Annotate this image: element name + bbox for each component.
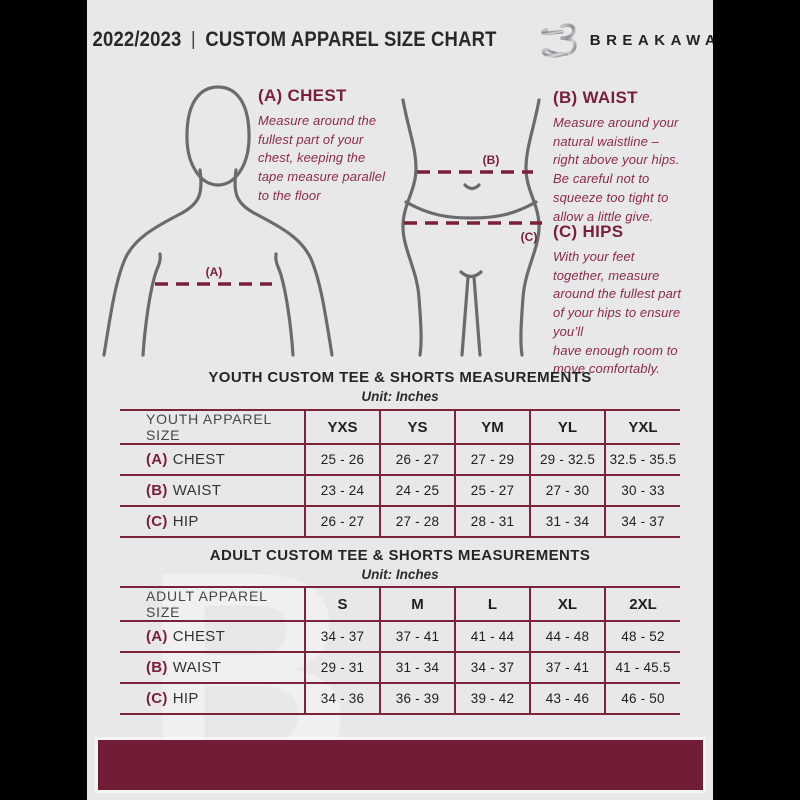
youth-table-title: YOUTH CUSTOM TEE & SHORTS MEASUREMENTS	[208, 369, 592, 386]
cell: 31 - 34	[529, 506, 605, 538]
cell: 31 - 34	[379, 652, 455, 684]
row-name: CHEST	[172, 451, 226, 468]
youth-waist-label: (B) WAIST	[120, 475, 305, 507]
adult-size-column-header: ADULT APPAREL SIZE	[120, 586, 305, 622]
adult-size-table: ADULT APPAREL SIZE S M L XL 2XL (A) CHEST…	[120, 586, 680, 715]
cell: 26 - 27	[379, 444, 455, 476]
brand-lockup: BREAKAWAY	[537, 18, 713, 62]
cell: 28 - 31	[454, 506, 530, 538]
waist-marker-label: (B)	[483, 153, 500, 167]
row-name: WAIST	[172, 659, 222, 676]
chart-title: CUSTOM APPAREL SIZE CHART	[204, 28, 497, 51]
youth-chest-label: (A) CHEST	[120, 444, 305, 476]
cell: 34 - 37	[604, 506, 680, 538]
row-marker: (B)	[146, 659, 168, 676]
table-row: (A) CHEST 34 - 37 37 - 41 41 - 44 44 - 48…	[120, 621, 680, 653]
cell: 39 - 42	[454, 683, 530, 715]
row-marker: (C)	[146, 690, 168, 707]
hips-marker-label: (C)	[521, 230, 538, 244]
adult-waist-label: (B) WAIST	[120, 652, 305, 684]
youth-table-unit: Unit: Inches	[361, 389, 439, 404]
waist-instruction-text: Measure around your natural waistline – …	[553, 115, 680, 224]
cell: 34 - 37	[304, 621, 380, 653]
chest-marker-label: (A)	[206, 265, 223, 279]
cell: 29 - 32.5	[529, 444, 605, 476]
adult-col-l: L	[454, 586, 530, 622]
adult-header-row: ADULT APPAREL SIZE S M L XL 2XL	[120, 586, 680, 622]
row-marker: (A)	[146, 451, 168, 468]
cell: 25 - 27	[454, 475, 530, 507]
cell: 32.5 - 35.5	[604, 444, 680, 476]
table-row: (B) WAIST 29 - 31 31 - 34 34 - 37 37 - 41…	[120, 652, 680, 684]
page-title: 2022/2023 | CUSTOM APPAREL SIZE CHART	[92, 28, 496, 52]
cell: 25 - 26	[304, 444, 380, 476]
cell: 37 - 41	[529, 652, 605, 684]
adult-col-xl: XL	[529, 586, 605, 622]
cell: 23 - 24	[304, 475, 380, 507]
row-name: WAIST	[172, 482, 222, 499]
adult-table-unit: Unit: Inches	[361, 567, 439, 582]
cell: 30 - 33	[604, 475, 680, 507]
cell: 43 - 46	[529, 683, 605, 715]
title-separator: |	[190, 29, 196, 50]
row-marker: (C)	[146, 513, 168, 530]
cell: 46 - 50	[604, 683, 680, 715]
footer-accent-bar	[98, 740, 703, 790]
hips-instruction-heading: (C) HIPS	[553, 222, 624, 241]
adult-col-s: S	[304, 586, 380, 622]
row-marker: (A)	[146, 628, 168, 645]
adult-table-title: ADULT CUSTOM TEE & SHORTS MEASUREMENTS	[209, 547, 591, 564]
youth-size-table: YOUTH APPAREL SIZE YXS YS YM YL YXL (A) C…	[120, 409, 680, 538]
cell: 34 - 37	[454, 652, 530, 684]
brand-name: BREAKAWAY	[589, 31, 713, 49]
waist-instruction-heading: (B) WAIST	[553, 88, 638, 107]
cell: 41 - 44	[454, 621, 530, 653]
table-row: (C) HIP 34 - 36 36 - 39 39 - 42 43 - 46 4…	[120, 683, 680, 715]
table-row: (C) HIP 26 - 27 27 - 28 28 - 31 31 - 34 3…	[120, 506, 680, 538]
page-header: 2022/2023 | CUSTOM APPAREL SIZE CHART	[87, 14, 713, 66]
cell: 48 - 52	[604, 621, 680, 653]
row-marker: (B)	[146, 482, 168, 499]
youth-col-yxs: YXS	[304, 409, 380, 445]
cell: 27 - 28	[379, 506, 455, 538]
adult-col-2xl: 2XL	[604, 586, 680, 622]
youth-col-yl: YL	[529, 409, 605, 445]
season-label: 2022/2023	[92, 28, 182, 51]
cell: 44 - 48	[529, 621, 605, 653]
row-name: CHEST	[172, 628, 226, 645]
table-row: (B) WAIST 23 - 24 24 - 25 25 - 27 27 - 30…	[120, 475, 680, 507]
size-chart-page: B 2022/2023 | CUSTOM APPAREL SIZE CHART	[87, 0, 713, 800]
cell: 36 - 39	[379, 683, 455, 715]
cell: 29 - 31	[304, 652, 380, 684]
youth-size-column-header: YOUTH APPAREL SIZE	[120, 409, 305, 445]
cell: 34 - 36	[304, 683, 380, 715]
cell: 27 - 29	[454, 444, 530, 476]
table-row: (A) CHEST 25 - 26 26 - 27 27 - 29 29 - 32…	[120, 444, 680, 476]
youth-col-ym: YM	[454, 409, 530, 445]
cell: 26 - 27	[304, 506, 380, 538]
breakaway-logo-icon	[540, 22, 577, 58]
adult-hip-label: (C) HIP	[120, 683, 305, 715]
cell: 24 - 25	[379, 475, 455, 507]
youth-col-ys: YS	[379, 409, 455, 445]
row-name: HIP	[172, 690, 199, 707]
adult-chest-label: (A) CHEST	[120, 621, 305, 653]
chest-instruction-text: Measure around the fullest part of your …	[258, 113, 386, 203]
cell: 27 - 30	[529, 475, 605, 507]
adult-col-m: M	[379, 586, 455, 622]
hips-instruction-text: With your feet together, measure around …	[553, 249, 682, 377]
row-name: HIP	[172, 513, 199, 530]
youth-header-row: YOUTH APPAREL SIZE YXS YS YM YL YXL	[120, 409, 680, 445]
cell: 41 - 45.5	[604, 652, 680, 684]
cell: 37 - 41	[379, 621, 455, 653]
chest-instruction-heading: (A) CHEST	[258, 86, 347, 105]
youth-col-yxl: YXL	[604, 409, 680, 445]
youth-hip-label: (C) HIP	[120, 506, 305, 538]
